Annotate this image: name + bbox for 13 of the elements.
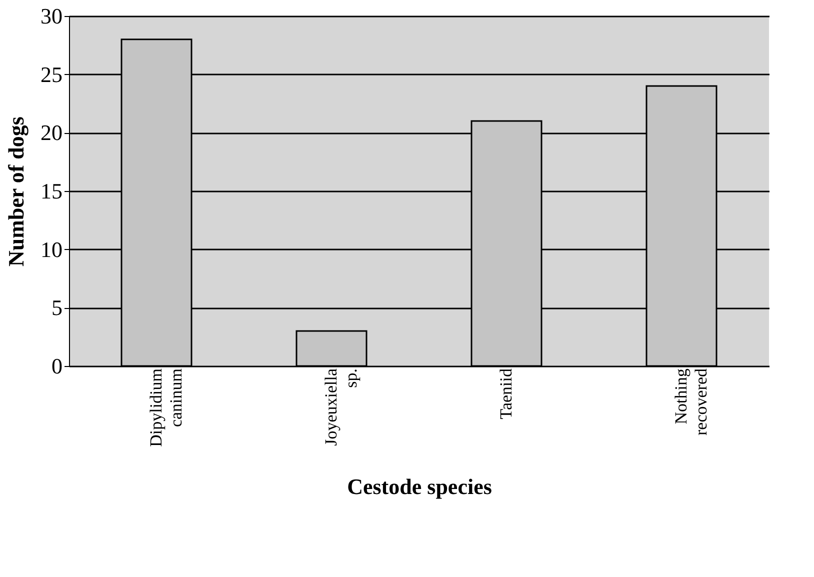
x-tick-label: Taeniid bbox=[496, 368, 516, 420]
y-tick-label: 20 bbox=[40, 120, 62, 146]
y-tick-label: 15 bbox=[40, 178, 62, 204]
x-tick-label: Dipylidium caninum bbox=[146, 368, 186, 447]
y-tick-label: 0 bbox=[52, 354, 62, 378]
y-tick-label: 5 bbox=[52, 295, 62, 320]
x-axis-title: Cestode species bbox=[347, 474, 492, 499]
y-tick-label: 25 bbox=[40, 62, 62, 87]
y-axis-title: Number of dogs bbox=[4, 116, 28, 266]
y-tick-label: 10 bbox=[40, 236, 62, 262]
x-tick-label: Joyeuxiella sp. bbox=[322, 368, 360, 446]
y-tick-label: 30 bbox=[40, 4, 62, 28]
x-tick-label: Nothing recovered bbox=[672, 368, 710, 436]
